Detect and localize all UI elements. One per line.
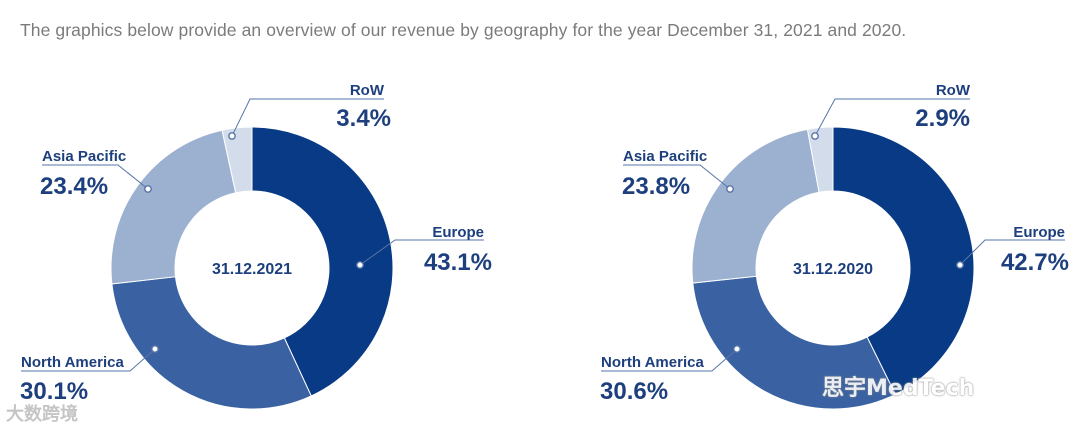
label-value-north-america: 30.6% <box>600 378 668 405</box>
watermark-left: 大数跨境 <box>6 404 78 425</box>
slice-row <box>221 126 253 194</box>
label-name-europe: Europe <box>432 224 484 241</box>
slice-north-america <box>111 276 312 410</box>
slice-row <box>806 126 834 193</box>
donut-chart-2021: 31.12.2021 Europe 43.1% North America 30.1% A… <box>20 82 492 410</box>
leader-line-row <box>231 98 384 137</box>
intro-text: The graphics below provide an overview o… <box>20 20 907 40</box>
label-name-row: RoW <box>936 82 971 99</box>
center-label: 31.12.2021 <box>212 261 292 278</box>
leader-dot-asia-pacific <box>726 185 734 193</box>
slice-europe <box>251 126 394 397</box>
label-name-asia-pacific: Asia Pacific <box>42 148 126 165</box>
leader-line-north-america <box>601 348 738 372</box>
slice-north-america <box>692 275 897 410</box>
label-name-north-america: North America <box>21 354 124 371</box>
label-name-row: RoW <box>350 82 385 99</box>
leader-line-asia-pacific <box>623 164 731 190</box>
label-value-row: 3.4% <box>336 105 391 132</box>
slice-europe <box>832 126 975 396</box>
donut-chart-2020: 31.12.2020 Europe 42.7% North America 30.6% A… <box>600 82 1069 410</box>
label-name-north-america: North America <box>601 354 704 371</box>
leader-line-europe <box>959 239 1065 266</box>
leader-dot-north-america <box>733 345 741 353</box>
label-value-north-america: 30.1% <box>20 378 88 405</box>
slice-asia-pacific <box>691 128 820 284</box>
leader-dot-north-america <box>151 345 159 353</box>
watermark-right: 思宇MedTech <box>822 376 975 401</box>
leader-line-asia-pacific <box>42 164 149 190</box>
label-value-europe: 42.7% <box>1001 249 1069 276</box>
leader-line-row <box>814 98 970 137</box>
leader-dot-row <box>811 132 819 140</box>
center-label: 31.12.2020 <box>793 261 873 278</box>
label-value-asia-pacific: 23.8% <box>622 173 690 200</box>
label-value-asia-pacific: 23.4% <box>40 173 108 200</box>
leader-line-europe <box>359 239 484 266</box>
leader-dot-europe <box>956 261 964 269</box>
leader-dot-asia-pacific <box>144 185 152 193</box>
label-name-asia-pacific: Asia Pacific <box>623 148 707 165</box>
label-value-europe: 43.1% <box>424 249 492 276</box>
leader-line-north-america <box>21 348 156 372</box>
label-value-row: 2.9% <box>915 105 970 132</box>
leader-dot-europe <box>356 261 364 269</box>
slice-asia-pacific <box>110 129 237 285</box>
leader-dot-row <box>228 132 236 140</box>
label-name-europe: Europe <box>1013 224 1065 241</box>
